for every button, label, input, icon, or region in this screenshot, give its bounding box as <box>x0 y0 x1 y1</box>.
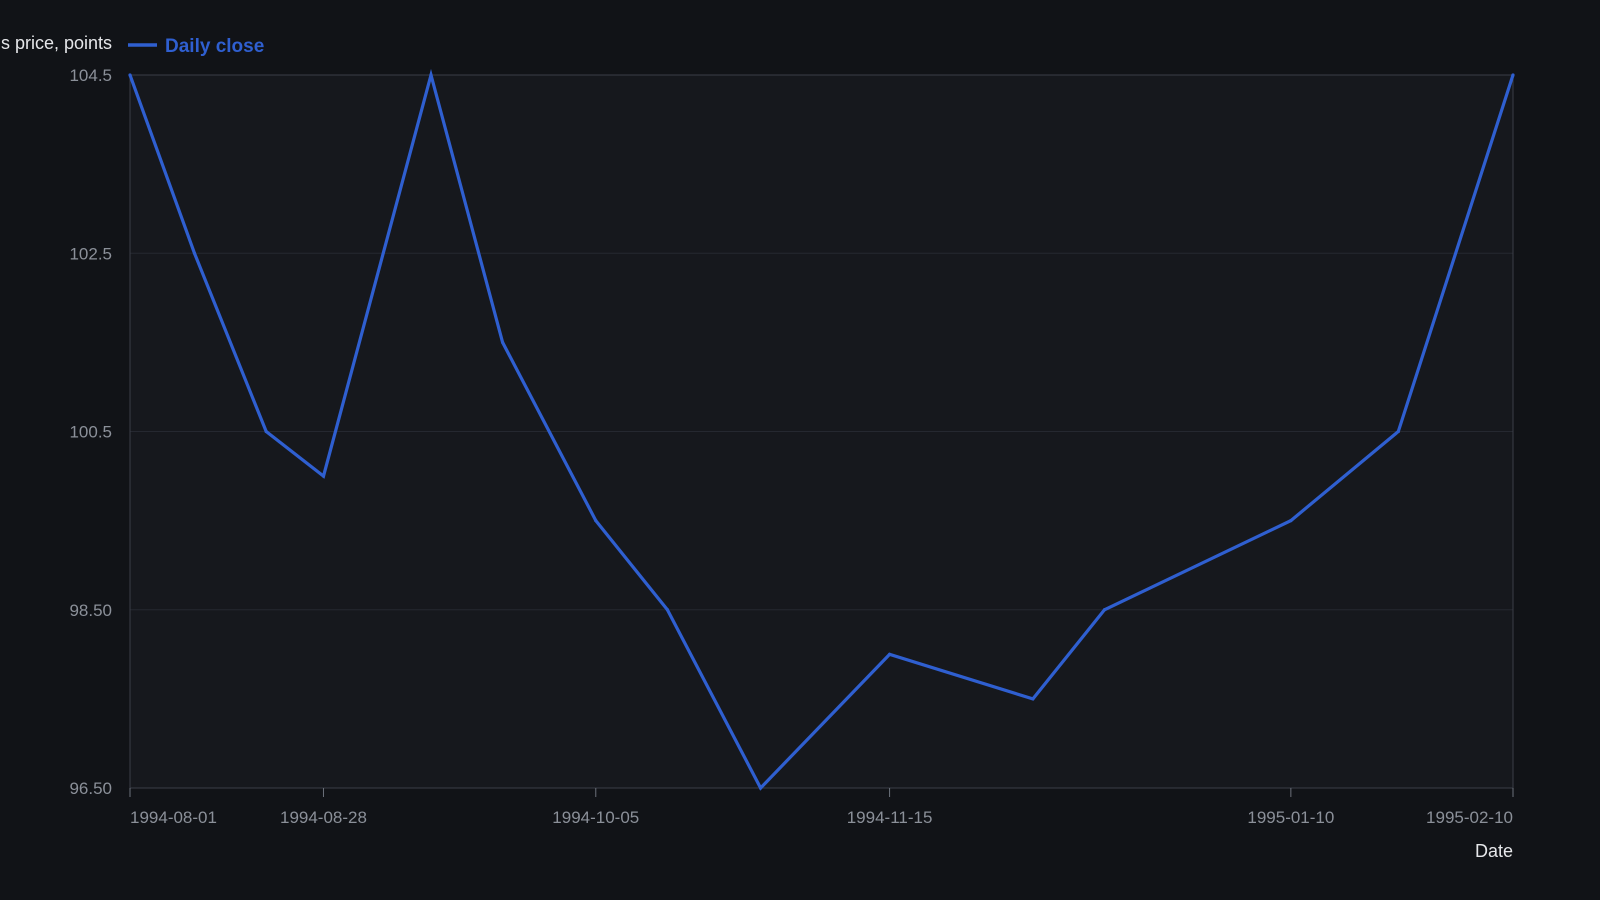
y-axis-ticks: 104.5 102.5 100.5 98.50 96.50 <box>69 66 112 798</box>
data-point <box>501 340 505 344</box>
y-tick-label: 104.5 <box>69 66 112 85</box>
data-point <box>321 474 326 478</box>
y-tick-label: 102.5 <box>69 244 112 263</box>
x-axis-title: Date <box>1475 841 1513 861</box>
x-tick-label: 1995-01-10 <box>1247 808 1334 827</box>
data-point <box>665 608 670 612</box>
data-point <box>1289 519 1293 523</box>
data-point <box>1511 73 1515 77</box>
y-tick-label: 100.5 <box>69 423 112 442</box>
y-tick-label: 98.50 <box>69 601 112 620</box>
x-tick-label: 1995-02-10 <box>1426 808 1513 827</box>
data-point <box>1031 697 1035 701</box>
data-point <box>887 652 892 656</box>
data-point <box>128 73 132 77</box>
data-point <box>429 73 433 77</box>
data-point <box>1102 608 1107 612</box>
legend-label-daily-close: Daily close <box>165 36 264 57</box>
x-tick-label: 1994-10-05 <box>552 808 639 827</box>
data-point <box>1396 429 1400 434</box>
series-group <box>128 68 1515 791</box>
data-point <box>192 251 197 255</box>
x-tick-label: 1994-08-28 <box>280 808 367 827</box>
legend: Daily close <box>128 36 264 57</box>
data-point <box>264 429 268 434</box>
data-point <box>594 519 598 523</box>
data-point <box>758 786 763 790</box>
x-tick-label: 1994-11-15 <box>847 808 933 827</box>
x-axis-ticks: 1994-08-01 1994-08-28 1994-10-05 1994-11-15… <box>129 788 1514 827</box>
y-axis-title: s price, points <box>1 33 112 53</box>
x-tick-label: 1994-08-01 <box>130 808 217 827</box>
y-tick-label: 96.50 <box>69 779 112 798</box>
